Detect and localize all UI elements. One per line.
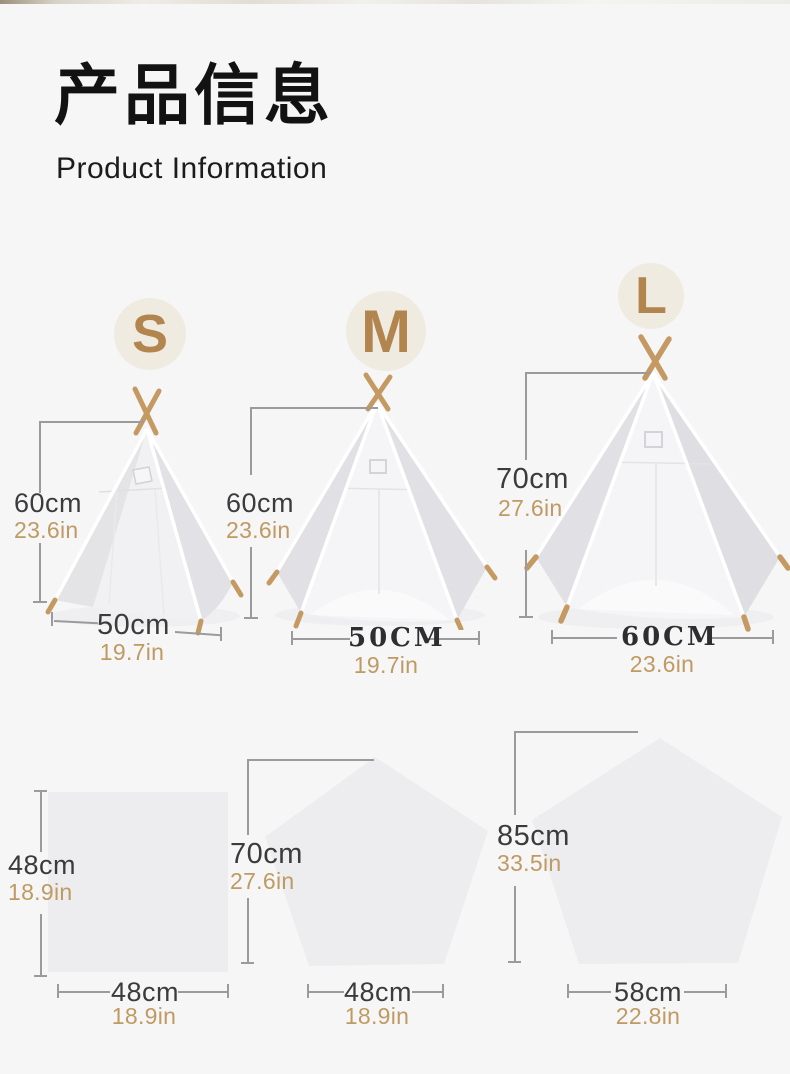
m-height-dim-tick (244, 617, 258, 619)
pentagon-m-height-dim-tick (241, 962, 254, 964)
pentagon-l-height-dim-tick (508, 961, 521, 963)
pentagon-m-height-dim-line (247, 759, 249, 835)
s-height-dim-line (39, 421, 41, 493)
page-subtitle: Product Information (56, 152, 328, 185)
pentagon-m-height-dim-line (248, 759, 374, 761)
size-badge-s: S (114, 298, 186, 370)
s-height-in-label: 23.6in (14, 517, 79, 543)
pentagon-l-width-dim-tick (567, 984, 569, 998)
l-height-dim-line (525, 372, 527, 460)
l-width-dim-tick (551, 630, 553, 644)
tent-window-s (132, 466, 153, 485)
m-height-dim-line (250, 547, 252, 619)
l-height-dim-tick (519, 616, 533, 618)
pentagon-m-height-dim-line (247, 898, 249, 964)
tent-illustration-s (45, 386, 244, 636)
l-width-cm-label: 60CM (621, 622, 719, 652)
base-shape-pentagon-m (265, 757, 488, 966)
tent-illustration-l (524, 334, 790, 632)
pentagon-m-width-dim-line (309, 991, 344, 993)
pentagon-l-width-in-label: 22.8in (615, 1003, 681, 1029)
pentagon-l-width-dim-line (569, 991, 611, 993)
square-height-dim-line (40, 914, 42, 976)
l-height-dim-line (526, 372, 651, 374)
l-height-in-label: 27.6in (498, 495, 563, 521)
m-height-cm-label: 60cm (226, 488, 295, 518)
square-height-dim-tick (34, 975, 47, 977)
pentagon-l-height-dim-line (514, 731, 516, 815)
s-width-dim-tick (220, 627, 222, 641)
square-width-dim-line (178, 991, 228, 993)
m-width-dim-tick (478, 631, 480, 645)
pentagon-l-height-dim-line (515, 731, 638, 733)
m-width-dim-tick (291, 631, 293, 645)
m-height-dim-line (251, 407, 378, 409)
base-shape-square (48, 792, 228, 972)
square-width-dim-tick (57, 984, 59, 998)
square-height-in-label: 18.9in (8, 879, 73, 905)
pentagon-l-height-in-label: 33.5in (497, 850, 562, 876)
pentagon-m-width-dim-tick (442, 984, 444, 998)
tent-wood-tips-l (524, 334, 790, 632)
square-width-dim-line (59, 991, 110, 993)
pentagon-m-width-in-label: 18.9in (344, 1003, 410, 1029)
tent-illustration-m (266, 372, 498, 630)
s-height-dim-line (39, 543, 41, 603)
tent-poles-m (275, 402, 489, 621)
l-width-dim-line (707, 637, 773, 639)
tent-wood-tips-m (266, 372, 498, 630)
pentagon-m-width-dim-line (412, 991, 443, 993)
tent-window-l (644, 431, 663, 448)
s-height-cm-label: 60cm (14, 488, 83, 518)
square-width-dim-tick (227, 984, 229, 998)
l-height-dim-line (525, 550, 527, 618)
square-height-dim-line (40, 790, 42, 852)
s-width-cm-label: 50cm (97, 609, 170, 641)
base-shape-pentagon-l (532, 738, 782, 964)
size-badge-l: L (618, 263, 684, 329)
pentagon-l-height-cm-label: 85cm (497, 820, 570, 852)
s-width-in-label: 19.7in (99, 639, 165, 665)
pentagon-l-height-dim-line (514, 886, 516, 963)
l-width-in-label: 23.6in (629, 651, 695, 677)
m-height-dim-line (250, 407, 252, 475)
tent-window-m (369, 459, 387, 474)
square-width-cm-label: 48cm (111, 977, 180, 1007)
pentagon-m-height-in-label: 27.6in (230, 868, 295, 894)
m-width-dim-line (293, 638, 350, 640)
s-width-dim-tick (51, 612, 53, 626)
l-width-dim-line (553, 637, 617, 639)
s-height-dim-tick (33, 601, 47, 603)
pentagon-m-width-cm-label: 48cm (344, 977, 413, 1007)
photo-strip (0, 0, 790, 4)
pentagon-m-width-dim-tick (307, 984, 309, 998)
s-height-dim-line (40, 421, 144, 423)
tent-wood-tips-s (45, 386, 244, 636)
square-height-cm-label: 48cm (8, 850, 77, 880)
size-badge-m: M (346, 291, 426, 371)
tent-poles-s (53, 428, 235, 622)
l-height-cm-label: 70cm (496, 463, 569, 495)
m-width-cm-label: 50CM (348, 623, 446, 653)
m-width-dim-line (424, 638, 480, 640)
m-height-in-label: 23.6in (226, 517, 291, 543)
square-width-in-label: 18.9in (111, 1003, 177, 1029)
pentagon-l-width-cm-label: 58cm (613, 977, 683, 1007)
page-title: 产品信息 (54, 58, 334, 132)
m-width-in-label: 19.7in (353, 652, 419, 678)
l-width-dim-tick (772, 630, 774, 644)
tent-poles-l (534, 372, 782, 618)
pentagon-l-width-dim-line (684, 991, 726, 993)
pentagon-m-height-cm-label: 70cm (230, 838, 303, 870)
pentagon-l-width-dim-tick (725, 984, 727, 998)
